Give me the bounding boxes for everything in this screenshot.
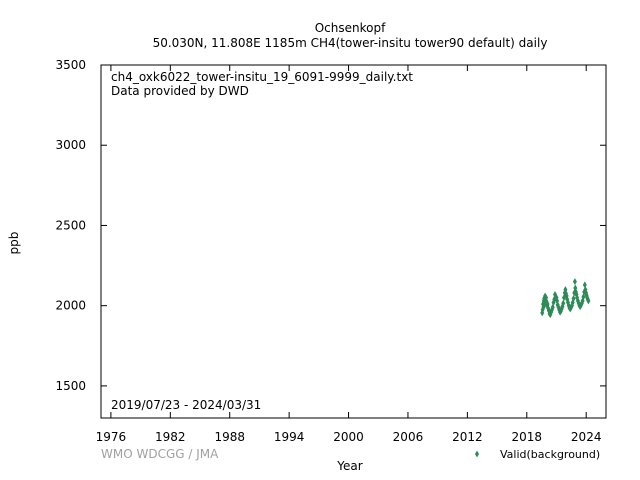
- data-point: [561, 299, 566, 307]
- legend-label: Valid(background): [500, 448, 600, 461]
- y-axis-label: ppb: [7, 232, 21, 255]
- data-point: [572, 278, 577, 286]
- y-tick-label: 2000: [55, 299, 86, 313]
- x-tick-label: 2024: [571, 430, 602, 444]
- watermark: WMO WDCGG / JMA: [101, 447, 219, 461]
- y-tick-label: 3500: [55, 58, 86, 72]
- data-point: [571, 294, 576, 302]
- chart-subtitle: 50.030N, 11.808E 1185m CH4(tower-insitu …: [153, 36, 548, 50]
- x-tick-label: 1994: [274, 430, 305, 444]
- legend: Valid(background): [475, 448, 600, 461]
- x-tick-label: 1976: [96, 430, 127, 444]
- data-point: [586, 297, 591, 305]
- plot-area: [100, 64, 607, 419]
- annotation-provider: Data provided by DWD: [111, 84, 249, 98]
- x-tick-label: 1988: [214, 430, 245, 444]
- legend-marker-diamond-icon: [475, 450, 479, 458]
- data-point: [582, 281, 587, 289]
- annotation-filename: ch4_oxk6022_tower-insitu_19_6091-9999_da…: [111, 70, 413, 84]
- y-tick-label: 1500: [55, 379, 86, 393]
- x-tick-label: 2000: [333, 430, 364, 444]
- x-axis-label: Year: [336, 459, 362, 473]
- x-tick-label: 2018: [512, 430, 543, 444]
- x-tick-label: 2006: [393, 430, 424, 444]
- data-points: [540, 278, 591, 319]
- x-tick-label: 2012: [452, 430, 483, 444]
- y-tick-label: 2500: [55, 218, 86, 232]
- axes: 1500 2000 2500 3000 3500 1976 1982 1988 1994 2000…: [55, 58, 606, 444]
- x-tick-label: 1982: [155, 430, 186, 444]
- annotation-date-range: 2019/07/23 - 2024/03/31: [111, 398, 261, 412]
- chart-title: Ochsenkopf: [315, 21, 386, 35]
- y-tick-label: 3000: [55, 138, 86, 152]
